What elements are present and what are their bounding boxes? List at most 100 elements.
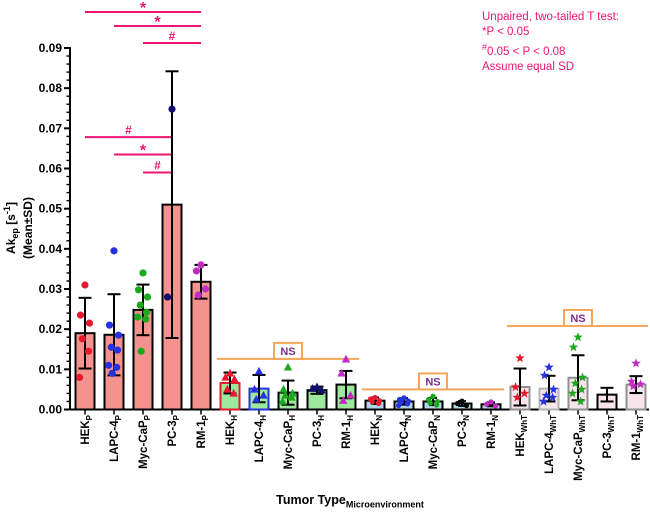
- y-tick-label: 0.04: [39, 242, 63, 256]
- point-PC-3_H: [308, 384, 317, 392]
- point-RM-1_P: [194, 291, 202, 299]
- y-axis-title: Akep [s-1] (Mean±SD): [1, 197, 36, 259]
- point-LAPC-4_P: [105, 361, 113, 369]
- point-PC-3_H: [312, 382, 322, 391]
- point-Myc-CaP_H: [283, 362, 293, 371]
- point-HEK_P: [76, 311, 85, 319]
- point-Myc-CaP_N: [427, 400, 433, 406]
- point-Myc-CaP_P: [139, 269, 147, 277]
- point-Myc-CaP_P: [143, 293, 152, 301]
- point-PC-3_P: [168, 105, 176, 113]
- point-LAPC-4_WhT: [548, 384, 559, 394]
- point-LAPC-4_WhT: [538, 396, 549, 406]
- point-LAPC-4_H: [259, 390, 268, 399]
- point-LAPC-4_N: [396, 402, 402, 409]
- point-Myc-CaP_WhT: [575, 396, 586, 406]
- point-HEK_N: [376, 400, 382, 407]
- point-HEK_WhT: [519, 388, 530, 398]
- sig-bracket-mid-2-label: #: [154, 159, 161, 173]
- point-HEK_P: [81, 281, 89, 289]
- point-Myc-CaP_P: [134, 313, 142, 321]
- x-label-RM-1_WhT: RM-1WhT: [631, 415, 645, 461]
- point-RM-1_P: [197, 261, 205, 269]
- sig-bracket-top-1-label: *: [154, 14, 161, 31]
- point-PC-3_N: [459, 398, 465, 404]
- point-Myc-CaP_WhT: [568, 342, 579, 352]
- x-label-LAPC-4_H: LAPC-4H: [254, 415, 268, 463]
- stats-note-line4: Assume equal SD: [482, 60, 575, 73]
- x-label-HEK_P: HEKP: [80, 414, 94, 444]
- point-RM-1_H: [339, 396, 348, 404]
- point-RM-1_H: [346, 390, 355, 399]
- point-HEK_P: [85, 347, 93, 355]
- point-Myc-CaP_H: [281, 390, 290, 399]
- point-RM-1_H: [337, 368, 346, 377]
- sig-bracket-mid-1-label: *: [140, 142, 147, 159]
- y-tick-label: 0.01: [39, 362, 63, 376]
- point-HEK_P: [76, 373, 84, 381]
- ns-label-WhT: NS: [570, 313, 585, 325]
- point-RM-1_WhT: [628, 381, 639, 391]
- point-HEK_H: [230, 374, 239, 383]
- point-LAPC-4_WhT: [539, 370, 550, 380]
- x-label-RM-1_N: RM-1N: [486, 415, 500, 449]
- point-PC-3_N: [454, 400, 461, 407]
- sig-bracket-top-0-label: *: [140, 0, 147, 17]
- point-RM-1_P: [192, 267, 201, 275]
- x-label-LAPC-4_N: LAPC-4N: [399, 415, 413, 463]
- point-HEK_H: [225, 368, 235, 377]
- y-tick-label: 0.06: [39, 162, 63, 176]
- x-label-Myc-CaP_WhT: Myc-CaPWhT: [573, 415, 587, 481]
- stats-note-line1: Unpaired, two-tailed T test:: [482, 11, 620, 23]
- x-label-Myc-CaP_P: Myc-CaPP: [138, 414, 152, 469]
- point-Myc-CaP_P: [134, 286, 143, 294]
- point-HEK_H: [223, 384, 232, 393]
- point-LAPC-4_N: [405, 401, 411, 407]
- point-PC-3_P: [163, 293, 172, 301]
- point-Myc-CaP_P: [136, 301, 144, 309]
- point-HEK_N: [372, 394, 378, 401]
- sig-bracket-mid-0-label: #: [125, 123, 132, 137]
- point-RM-1_WhT: [635, 379, 646, 389]
- y-tick-label: 0.03: [39, 282, 63, 296]
- x-axis-title: Tumor TypeMicroenvironment: [276, 493, 424, 510]
- x-label-PC-3_N: PC-3N: [457, 415, 471, 447]
- point-Myc-CaP_WhT: [573, 332, 583, 342]
- y-tick-label: 0.00: [39, 403, 63, 417]
- x-label-HEK_WhT: HEKWhT: [515, 415, 529, 457]
- point-RM-1_N: [492, 403, 499, 409]
- x-label-RM-1_P: RM-1P: [196, 414, 210, 448]
- point-Myc-CaP_P: [143, 308, 151, 316]
- point-Myc-CaP_WhT: [567, 388, 578, 398]
- point-Myc-CaP_WhT: [576, 384, 587, 394]
- point-Myc-CaP_WhT: [570, 378, 581, 388]
- stats-note-line3: #0.05 < P < 0.08: [482, 42, 566, 58]
- x-label-PC-3_WhT: PC-3WhT: [602, 415, 616, 459]
- point-RM-1_N: [488, 399, 494, 405]
- point-LAPC-4_P: [113, 363, 121, 371]
- point-RM-1_H: [341, 354, 351, 363]
- point-LAPC-4_P: [114, 331, 123, 339]
- point-RM-1_WhT: [631, 358, 641, 368]
- point-HEK_P: [78, 335, 86, 343]
- ns-box-N: [418, 372, 448, 391]
- point-HEK_H: [221, 372, 230, 381]
- x-label-PC-3_H: PC-3H: [312, 415, 326, 447]
- point-LAPC-4_H: [252, 394, 261, 403]
- point-Myc-CaP_H: [287, 392, 296, 401]
- point-LAPC-4_WhT: [544, 362, 554, 372]
- point-LAPC-4_WhT: [547, 392, 558, 402]
- point-LAPC-4_N: [401, 395, 407, 401]
- point-HEK_N: [369, 399, 375, 405]
- point-LAPC-4_WhT: [541, 390, 552, 400]
- point-HEK_WhT: [510, 382, 521, 392]
- point-HEK_H: [229, 388, 238, 397]
- point-Myc-CaP_WhT: [577, 372, 588, 382]
- sig-bracket-top-2-label: #: [169, 29, 176, 43]
- point-Myc-CaP_P: [137, 347, 145, 355]
- ns-box-WhT: [563, 308, 593, 327]
- point-LAPC-4_P: [107, 343, 115, 351]
- stats-note-line2: *P < 0.05: [482, 26, 530, 38]
- x-label-LAPC-4_WhT: LAPC-4WhT: [544, 415, 558, 474]
